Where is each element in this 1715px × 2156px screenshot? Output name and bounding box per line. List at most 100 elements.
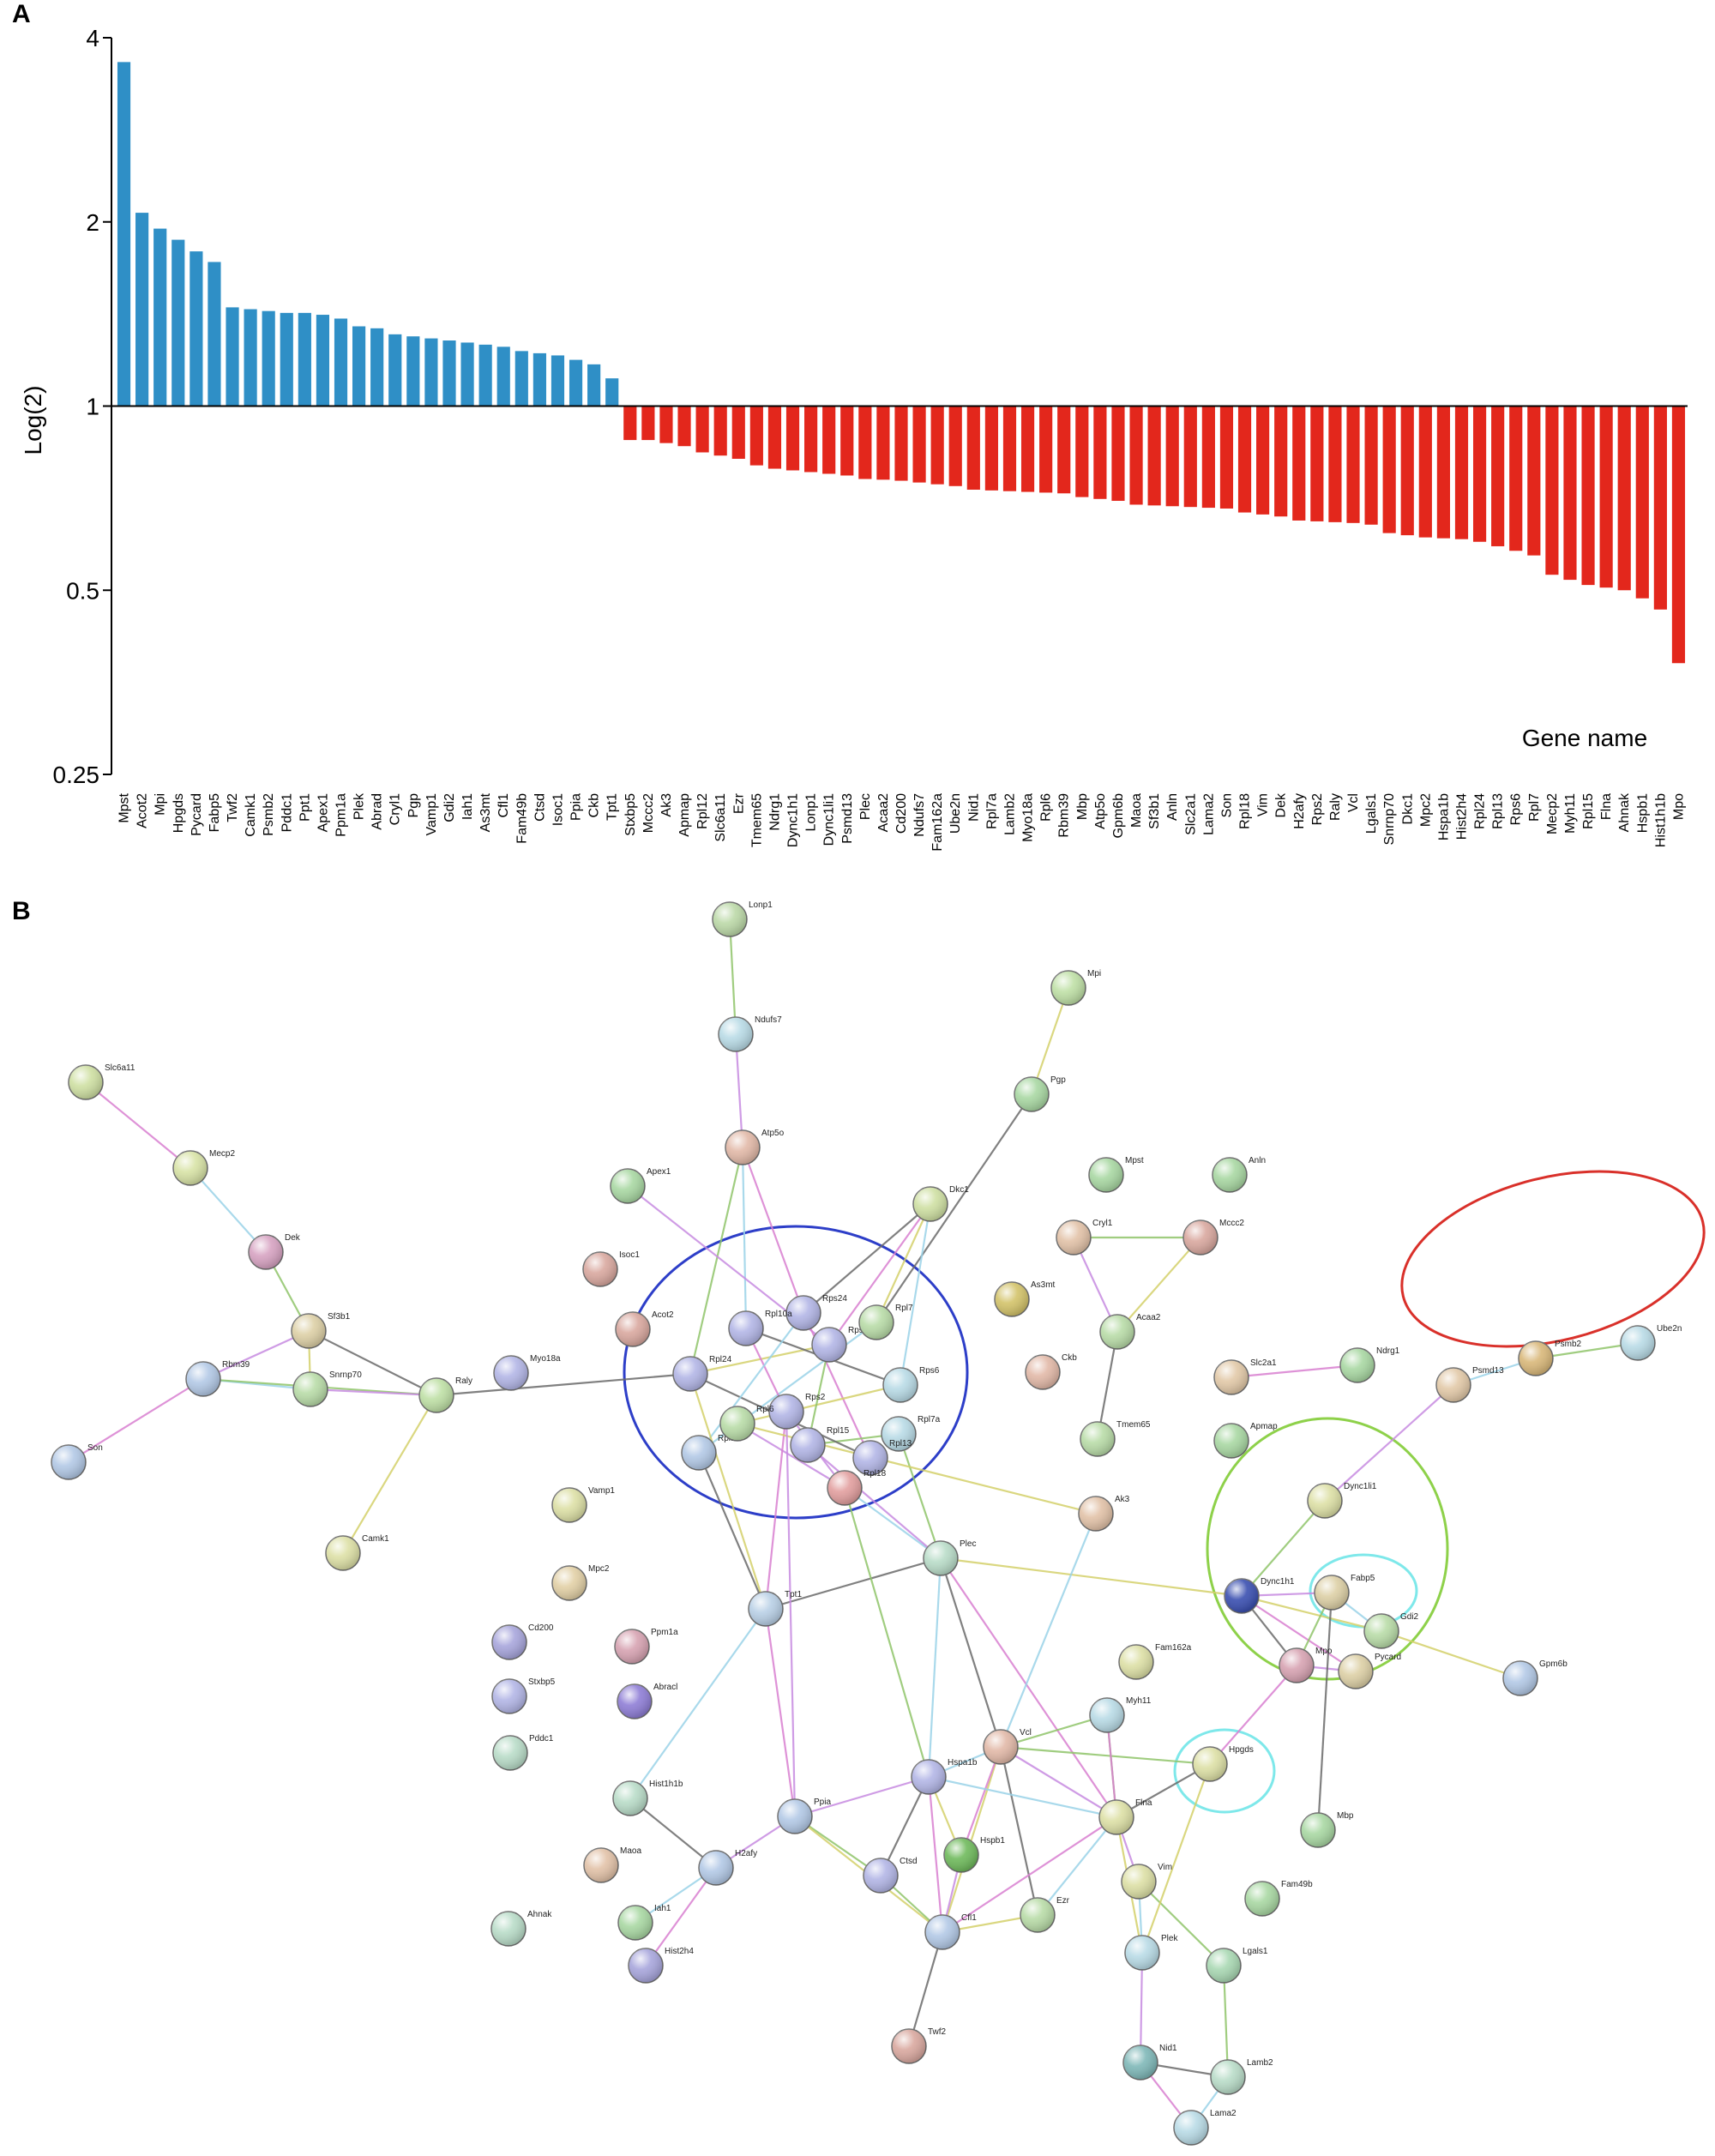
node-Iah1[interactable]: Iah1 <box>617 1904 671 1941</box>
node-Gpm6b[interactable]: Gpm6b <box>1502 1659 1568 1696</box>
node-Psmd13[interactable]: Psmd13 <box>1435 1366 1504 1403</box>
node-Rpl13[interactable]: Rpl13 <box>852 1439 912 1476</box>
node-Rps23[interactable]: Rps23 <box>811 1326 873 1363</box>
node-Apmap[interactable]: Apmap <box>1213 1422 1278 1459</box>
node-Anln[interactable]: Anln <box>1212 1156 1266 1193</box>
node-H2afy[interactable]: H2afy <box>698 1849 757 1886</box>
node-Snrnp70[interactable]: Snrnp70 <box>292 1370 362 1407</box>
node-Myo18a[interactable]: Myo18a <box>493 1354 561 1391</box>
node-Mpi[interactable]: Mpi <box>1050 969 1101 1006</box>
node-Gdi2[interactable]: Gdi2 <box>1363 1612 1419 1649</box>
node-Ppm1a[interactable]: Ppm1a <box>614 1628 678 1665</box>
node-gloss <box>1020 1898 1055 1932</box>
node-gloss <box>1123 2045 1158 2080</box>
node-Rpl6[interactable]: Rpl6 <box>719 1405 774 1442</box>
node-Tpt1[interactable]: Tpt1 <box>748 1590 802 1627</box>
node-label: Tmem65 <box>1116 1420 1151 1430</box>
node-Rpl18[interactable]: Rpl18 <box>827 1469 887 1506</box>
node-Dkc1[interactable]: Dkc1 <box>912 1185 969 1222</box>
node-Ckb[interactable]: Ckb <box>1025 1353 1077 1390</box>
node-Isoc1[interactable]: Isoc1 <box>582 1250 640 1287</box>
node-Apex1[interactable]: Apex1 <box>610 1167 671 1204</box>
node-Mpst[interactable]: Mpst <box>1088 1156 1144 1193</box>
node-Mbp[interactable]: Mbp <box>1300 1811 1354 1848</box>
node-Hspb1[interactable]: Hspb1 <box>943 1836 1005 1873</box>
node-Rps6[interactable]: Rps6 <box>882 1366 940 1403</box>
edge-Vcl-Hpgds <box>1000 1745 1211 1766</box>
node-Pddc1[interactable]: Pddc1 <box>492 1734 554 1771</box>
node-Rpl7a[interactable]: Rpl7a <box>881 1415 941 1452</box>
node-Ahnak[interactable]: Ahnak <box>490 1910 552 1947</box>
node-Abracl[interactable]: Abracl <box>617 1683 677 1719</box>
node-Hspa1b[interactable]: Hspa1b <box>911 1758 978 1795</box>
node-Plec[interactable]: Plec <box>923 1539 976 1576</box>
node-Lonp1[interactable]: Lonp1 <box>712 900 773 937</box>
node-Camk1[interactable]: Camk1 <box>325 1534 389 1571</box>
x-tick-label: Hist2h4 <box>1454 793 1469 840</box>
node-Lama2[interactable]: Lama2 <box>1173 2109 1237 2146</box>
node-Pycard[interactable]: Pycard <box>1338 1653 1401 1689</box>
node-Rpl7[interactable]: Rpl7 <box>858 1304 913 1340</box>
node-Vim[interactable]: Vim <box>1121 1863 1172 1900</box>
node-Lgals1[interactable]: Lgals1 <box>1206 1947 1268 1984</box>
bar-series <box>111 62 1688 664</box>
node-Ube2n[interactable]: Ube2n <box>1620 1324 1682 1361</box>
node-Ezr[interactable]: Ezr <box>1020 1896 1070 1933</box>
node-Mpc2[interactable]: Mpc2 <box>551 1564 610 1601</box>
node-Rpl15[interactable]: Rpl15 <box>790 1426 850 1463</box>
node-Psmb2[interactable]: Psmb2 <box>1518 1340 1582 1376</box>
node-gloss <box>778 1799 812 1834</box>
node-Vcl[interactable]: Vcl <box>983 1728 1032 1765</box>
node-Fabp5[interactable]: Fabp5 <box>1314 1574 1375 1611</box>
node-Pgp[interactable]: Pgp <box>1014 1075 1066 1112</box>
node-Slc6a11[interactable]: Slc6a11 <box>68 1063 135 1100</box>
node-Acaa2[interactable]: Acaa2 <box>1099 1313 1161 1350</box>
node-Slc2a1[interactable]: Slc2a1 <box>1213 1358 1277 1395</box>
node-Ctsd[interactable]: Ctsd <box>863 1857 918 1894</box>
node-Rpl24[interactable]: Rpl24 <box>672 1355 732 1392</box>
node-Fam49b[interactable]: Fam49b <box>1244 1880 1313 1917</box>
node-Dek[interactable]: Dek <box>248 1233 301 1270</box>
node-gloss <box>51 1445 86 1479</box>
node-Maoa[interactable]: Maoa <box>583 1846 641 1883</box>
node-Hist2h4[interactable]: Hist2h4 <box>628 1947 694 1984</box>
node-Ak3[interactable]: Ak3 <box>1078 1495 1130 1532</box>
node-Flna[interactable]: Flna <box>1098 1798 1152 1835</box>
node-Son[interactable]: Son <box>51 1443 103 1480</box>
node-Cfl1[interactable]: Cfl1 <box>924 1913 977 1950</box>
node-Stxbp5[interactable]: Stxbp5 <box>491 1677 556 1714</box>
node-Lamb2[interactable]: Lamb2 <box>1210 2058 1273 2095</box>
node-Rpl10a[interactable]: Rpl10a <box>728 1310 792 1346</box>
node-Twf2[interactable]: Twf2 <box>891 2027 947 2064</box>
node-Rbm39[interactable]: Rbm39 <box>185 1360 250 1397</box>
node-Rps2[interactable]: Rps2 <box>768 1393 826 1430</box>
node-Myh11[interactable]: Myh11 <box>1089 1696 1152 1733</box>
node-Plek[interactable]: Plek <box>1124 1934 1178 1971</box>
node-label: Rpl6 <box>756 1405 774 1414</box>
node-label: Flna <box>1135 1798 1152 1808</box>
x-tick-label: Hist1h1b <box>1653 793 1668 847</box>
node-Mecp2[interactable]: Mecp2 <box>172 1149 235 1186</box>
node-Sf3b1[interactable]: Sf3b1 <box>291 1312 351 1349</box>
node-Mccc2[interactable]: Mccc2 <box>1182 1219 1244 1256</box>
node-Ndrg1[interactable]: Ndrg1 <box>1339 1346 1400 1383</box>
node-As3mt[interactable]: As3mt <box>994 1280 1056 1317</box>
node-Cd200[interactable]: Cd200 <box>491 1623 554 1660</box>
node-Hist1h1b[interactable]: Hist1h1b <box>612 1780 683 1816</box>
node-Fam162a[interactable]: Fam162a <box>1118 1643 1192 1680</box>
node-gloss <box>492 1625 527 1659</box>
node-Cryl1[interactable]: Cryl1 <box>1056 1219 1113 1256</box>
node-Dync1h1[interactable]: Dync1h1 <box>1224 1577 1295 1614</box>
node-Atp5o[interactable]: Atp5o <box>725 1129 785 1165</box>
node-Rps24[interactable]: Rps24 <box>785 1294 847 1331</box>
node-Vamp1[interactable]: Vamp1 <box>551 1486 615 1523</box>
node-Mpo[interactable]: Mpo <box>1279 1647 1333 1683</box>
node-Raly[interactable]: Raly <box>418 1376 472 1413</box>
node-Nid1[interactable]: Nid1 <box>1122 2044 1177 2081</box>
node-Acot2[interactable]: Acot2 <box>615 1310 674 1347</box>
node-Dync1li1[interactable]: Dync1li1 <box>1307 1482 1377 1519</box>
node-Ndufs7[interactable]: Ndufs7 <box>718 1015 782 1052</box>
node-Ppia[interactable]: Ppia <box>777 1798 831 1834</box>
node-Tmem65[interactable]: Tmem65 <box>1080 1420 1151 1457</box>
node-Hpgds[interactable]: Hpgds <box>1192 1745 1254 1782</box>
